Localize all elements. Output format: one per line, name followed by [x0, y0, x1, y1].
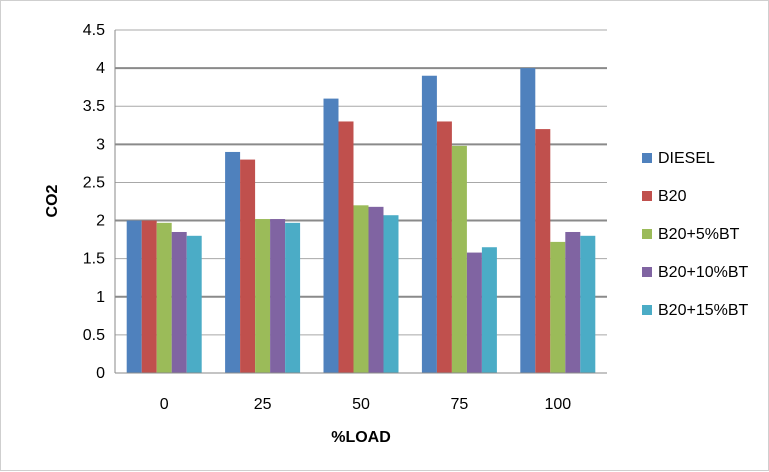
bar-b20-15-bt-25: [285, 222, 301, 373]
bar-b20-5-bt-25: [255, 219, 271, 373]
bar-b20-5-bt-0: [156, 222, 172, 373]
bar-b20-50: [338, 121, 354, 373]
y-tick-label: 4: [96, 60, 105, 77]
bar-b20-0: [141, 220, 157, 373]
legend-label: B20: [658, 188, 687, 205]
bar-b20-15-bt-100: [580, 235, 596, 373]
bar-b20-10-bt-25: [270, 219, 286, 373]
bar-b20-10-bt-100: [565, 231, 581, 373]
y-tick-labels: 0 0.5 1 1.5 2 2.5 3 3.5 4 4.5: [83, 22, 105, 382]
bar-b20-10-bt-75: [466, 252, 482, 373]
bar-diesel-75: [421, 75, 437, 373]
bar-b20-25: [240, 159, 256, 373]
y-axis-title: CO2: [44, 184, 61, 217]
bar-b20-10-bt-50: [368, 206, 384, 373]
legend-label: B20+10%BT: [658, 264, 749, 281]
bar-b20-100: [535, 129, 551, 373]
x-tick-label: 75: [451, 396, 469, 413]
legend-label: B20+5%BT: [658, 226, 740, 243]
bar-diesel-50: [323, 98, 339, 373]
y-tick-label: 0.5: [83, 327, 105, 344]
legend-swatch: [642, 153, 652, 163]
legend-swatch: [642, 267, 652, 277]
x-tick-label: 25: [254, 396, 272, 413]
bars: [126, 68, 596, 373]
bar-b20-75: [436, 121, 452, 373]
bar-b20-15-bt-0: [186, 235, 202, 373]
bar-b20-15-bt-50: [383, 215, 399, 373]
legend: DIESEL B20 B20+5%BT B20+10%BT B20+15%BT: [642, 150, 749, 319]
legend-swatch: [642, 191, 652, 201]
bar-diesel-100: [520, 68, 536, 373]
bar-b20-5-bt-50: [353, 205, 369, 373]
bar-b20-10-bt-0: [171, 231, 187, 373]
y-tick-label: 3.5: [83, 98, 105, 115]
x-tick-label: 0: [160, 396, 169, 413]
x-tick-labels: 0 25 50 75 100: [160, 396, 571, 413]
y-tick-label: 2.5: [83, 174, 105, 191]
bar-b20-15-bt-75: [481, 247, 497, 373]
y-tick-label: 1.5: [83, 251, 105, 268]
y-tick-label: 2: [96, 213, 105, 230]
y-tick-label: 1: [96, 289, 105, 306]
x-axis-title: %LOAD: [331, 429, 391, 446]
bar-b20-5-bt-75: [451, 145, 467, 373]
y-tick-label: 0: [96, 365, 105, 382]
bar-b20-5-bt-100: [550, 241, 566, 373]
axes: [114, 30, 607, 374]
y-tick-label: 3: [96, 136, 105, 153]
x-tick-label: 50: [352, 396, 370, 413]
x-tick-label: 100: [544, 396, 571, 413]
bar-diesel-0: [126, 220, 142, 373]
legend-swatch: [642, 229, 652, 239]
bar-diesel-25: [225, 151, 241, 373]
legend-label: DIESEL: [658, 150, 715, 167]
legend-swatch: [642, 305, 652, 315]
y-tick-label: 4.5: [83, 22, 105, 39]
legend-label: B20+15%BT: [658, 302, 749, 319]
